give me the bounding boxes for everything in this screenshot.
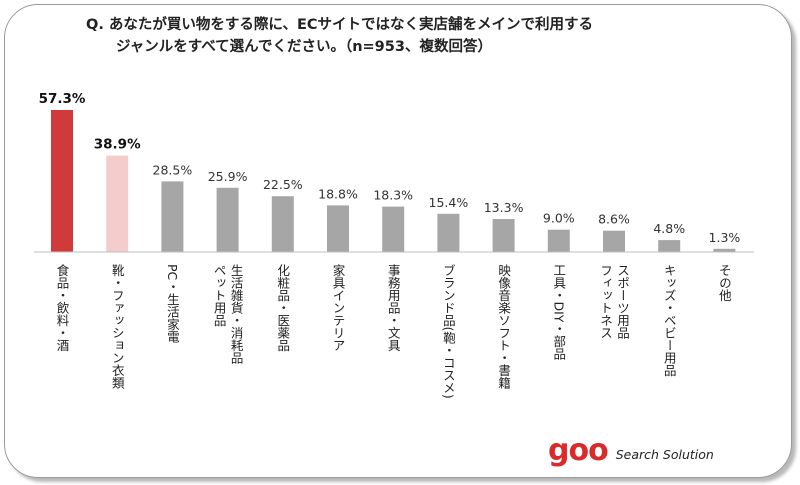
value-label-5: 22.5% [263, 177, 303, 192]
category-label-3: PC・生活家電 [165, 264, 180, 343]
category-label-9: 映像音楽ソフト・書籍 [496, 264, 511, 390]
bar-9 [492, 219, 515, 252]
value-label-12: 4.8% [653, 221, 685, 236]
value-label-6: 18.8% [318, 186, 358, 201]
category-label-5: 化粧品・医薬品 [275, 264, 290, 352]
chart-title: Q. あなたが買い物をする際に、ECサイトではなく実店舗をメインで利用する ジャ… [86, 14, 726, 58]
category-label-11-col2: スポーツ用品 [615, 264, 630, 339]
value-label-4: 25.9% [208, 169, 248, 184]
logo-tagline: Search Solution [615, 446, 714, 462]
bars-layer [51, 110, 736, 252]
bar-13 [713, 248, 736, 252]
category-labels-layer: 食品・飲料・酒 靴・ファッション衣類 PC・生活家電 ペット用品 生活雑貨・消耗品 化粧品… [55, 263, 732, 399]
category-label-8: ブランド品(鞄・コスメ) [441, 263, 456, 399]
value-label-8: 15.4% [429, 195, 469, 210]
category-label-12: キッズ・ベビー用品 [662, 264, 677, 377]
category-label-10: 工具・DIY・部品 [551, 264, 566, 360]
logo-brand: goo [548, 433, 609, 468]
category-label-11-col1: フィットネス [598, 264, 613, 339]
bar-2 [106, 155, 129, 252]
category-label-6: 家具インテリア [331, 263, 346, 352]
category-label-2: 靴・ファッション衣類 [110, 264, 125, 390]
title-line-2: ジャンルをすべて選んでください。（n=953、複数回答） [116, 39, 492, 55]
bar-11 [603, 230, 625, 252]
value-label-3: 28.5% [153, 162, 193, 177]
category-label-7: 事務用品・文具 [386, 264, 401, 352]
category-label-1: 食品・飲料・酒 [55, 263, 70, 352]
bar-7 [382, 206, 405, 252]
bar-3 [161, 181, 184, 252]
value-label-2: 38.9% [94, 137, 141, 153]
value-label-9: 13.3% [484, 200, 524, 215]
title-line-1: Q. あなたが買い物をする際に、ECサイトではなく実店舗をメインで利用する [86, 17, 593, 33]
bar-12 [658, 240, 681, 252]
bar-10 [547, 229, 570, 252]
goo-logo: goo Search Solution [548, 434, 714, 468]
value-label-10: 9.0% [543, 211, 575, 226]
category-label-4-col2: 生活雑貨・消耗品 [229, 264, 244, 364]
bar-4 [216, 187, 239, 252]
value-label-1: 57.3% [39, 91, 86, 107]
value-label-7: 18.3% [373, 188, 413, 203]
bar-6 [327, 205, 349, 252]
bar-1 [51, 110, 73, 252]
category-label-4-col1: ペット用品 [212, 264, 227, 327]
value-label-11: 8.6% [598, 212, 630, 227]
category-label-13: その他 [717, 264, 732, 302]
bar-5 [271, 196, 294, 252]
value-labels-layer: 57.3% 38.9% 28.5% 25.9% 22.5% 18.8% 18.3% 15.4%… [39, 91, 741, 245]
bar-8 [437, 213, 460, 252]
value-label-13: 1.3% [709, 230, 741, 245]
